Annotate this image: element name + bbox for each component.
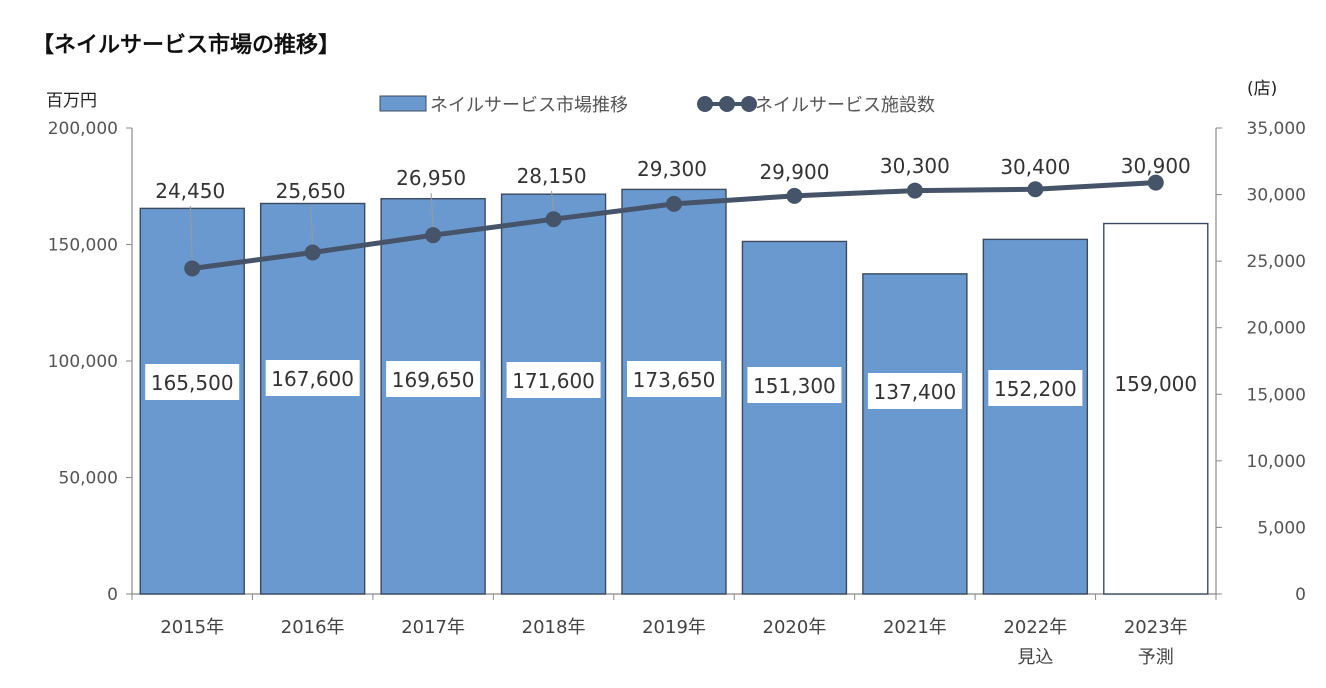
legend-bar-swatch [379, 95, 427, 112]
bar[interactable] [741, 240, 848, 595]
line-value-label: 25,650 [276, 179, 346, 203]
bar-value-label: 159,000 [1114, 372, 1197, 396]
x-tick-label: 2016年 [281, 617, 345, 638]
line-value-label: 30,900 [1121, 154, 1191, 178]
line-value-label: 29,300 [637, 157, 707, 181]
x-tick-label: 2018年 [522, 617, 586, 638]
left-axis-unit: 百万円 [46, 91, 97, 111]
line-point[interactable] [425, 227, 442, 244]
bar-label-box [145, 364, 240, 400]
legend: ネイルサービス市場推移 ネイルサービス施設数 [379, 95, 935, 116]
leader-line [310, 205, 314, 245]
line-value-label: 28,150 [517, 164, 587, 188]
line-series [184, 174, 1164, 277]
y-right-tick-label: 10,000 [1247, 452, 1306, 472]
bar[interactable] [982, 238, 1089, 595]
bar-value-label: 171,600 [512, 369, 595, 393]
y-right-tick-label: 15,000 [1247, 385, 1306, 405]
x-tick-label: 予測 [1138, 647, 1174, 668]
right-axis-unit: (店) [1247, 79, 1277, 99]
bar-label-box [506, 362, 601, 398]
y-right-tick-label: 20,000 [1247, 319, 1306, 339]
line-value-label: 30,400 [1000, 155, 1070, 179]
bar-label-box [265, 360, 360, 396]
y-left-tick-label: 50,000 [59, 469, 118, 489]
bar[interactable] [862, 273, 968, 595]
leader-line [551, 190, 555, 212]
line-point[interactable] [184, 260, 201, 277]
bars [139, 188, 1209, 595]
line-point[interactable] [1147, 174, 1164, 191]
y-left-tick-label: 150,000 [48, 236, 118, 256]
line-value-label: 30,300 [880, 154, 950, 178]
bar-value-label: 152,200 [994, 377, 1077, 401]
y-left-tick-label: 0 [107, 585, 118, 605]
x-tick-label: 2023年 [1124, 617, 1188, 638]
bar-label-box [627, 361, 721, 397]
bar-label-box [386, 361, 481, 397]
bar-label-box [988, 370, 1083, 406]
bar-label-box [747, 367, 842, 403]
x-tick-label: 2015年 [160, 617, 224, 638]
line-point[interactable] [304, 244, 321, 261]
legend-bar-label: ネイルサービス市場推移 [430, 95, 628, 116]
bar-label-box [867, 373, 962, 409]
chart-title: 【ネイルサービス市場の推移】 [32, 32, 340, 58]
x-tick-label: 2022年 [1003, 617, 1067, 638]
bar-value-label: 173,650 [633, 368, 716, 392]
line-point[interactable] [906, 182, 923, 199]
line-value-label: 24,450 [155, 179, 225, 203]
line-point[interactable] [1027, 181, 1044, 198]
bar[interactable] [1103, 222, 1209, 595]
legend-line-label: ネイルサービス施設数 [755, 95, 935, 116]
y-right-tick-label: 0 [1295, 585, 1306, 605]
legend-line-marker [741, 96, 757, 112]
line-value-label: 26,950 [396, 166, 466, 190]
leader-line [430, 192, 434, 228]
y-right-tick-label: 35,000 [1247, 119, 1306, 139]
y-right-tick-label: 25,000 [1247, 252, 1306, 272]
line-value-label: 29,900 [759, 160, 829, 184]
x-tick-label: 2019年 [642, 617, 706, 638]
x-tick-label: 2021年 [883, 617, 947, 638]
x-tick-label: 2020年 [763, 617, 827, 638]
bar-value-label: 137,400 [874, 380, 957, 404]
bar-value-label: 165,500 [151, 371, 234, 395]
line-point[interactable] [545, 211, 562, 228]
bar[interactable] [259, 202, 366, 595]
legend-line-marker [697, 96, 713, 112]
bar-value-label: 167,600 [271, 367, 354, 391]
y-right-tick-label: 30,000 [1247, 186, 1306, 206]
bar-value-label: 169,650 [392, 368, 475, 392]
y-left-tick-label: 100,000 [48, 352, 118, 372]
bar-label-box [1108, 365, 1203, 401]
y-right-tick-label: 5,000 [1257, 518, 1306, 538]
bar-value-label: 151,300 [753, 374, 836, 398]
line-point[interactable] [786, 187, 803, 204]
x-tick-label: 2017年 [401, 617, 465, 638]
data-labels: 165,500 167,600 169,650 171,600 173,650 151,3… [145, 154, 1203, 409]
leader-line [189, 205, 193, 261]
y-left-tick-label: 200,000 [48, 119, 118, 139]
line-point[interactable] [666, 195, 682, 212]
x-tick-label: 見込 [1017, 647, 1053, 668]
legend-line-marker [719, 96, 735, 112]
